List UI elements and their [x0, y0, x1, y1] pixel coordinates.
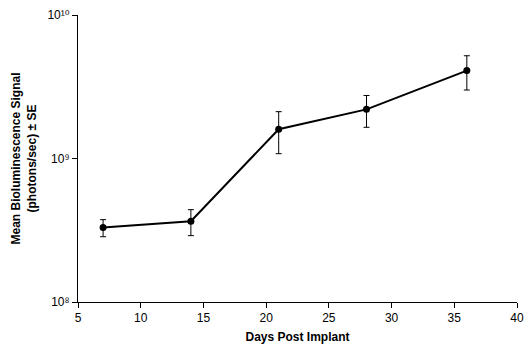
svg-text:10⁸: 10⁸	[51, 295, 69, 309]
svg-text:15: 15	[197, 311, 211, 325]
svg-text:35: 35	[448, 311, 462, 325]
svg-text:10¹⁰: 10¹⁰	[47, 8, 69, 22]
svg-text:10⁹: 10⁹	[51, 152, 70, 166]
svg-text:40: 40	[510, 311, 524, 325]
svg-text:Days Post Implant: Days Post Implant	[245, 330, 349, 344]
svg-text:20: 20	[259, 311, 273, 325]
svg-text:10: 10	[134, 311, 148, 325]
svg-text:25: 25	[322, 311, 336, 325]
svg-text:Mean Bioluminescence Signal(ph: Mean Bioluminescence Signal(photons/sec)…	[9, 72, 39, 244]
svg-text:5: 5	[75, 311, 82, 325]
svg-text:30: 30	[385, 311, 399, 325]
